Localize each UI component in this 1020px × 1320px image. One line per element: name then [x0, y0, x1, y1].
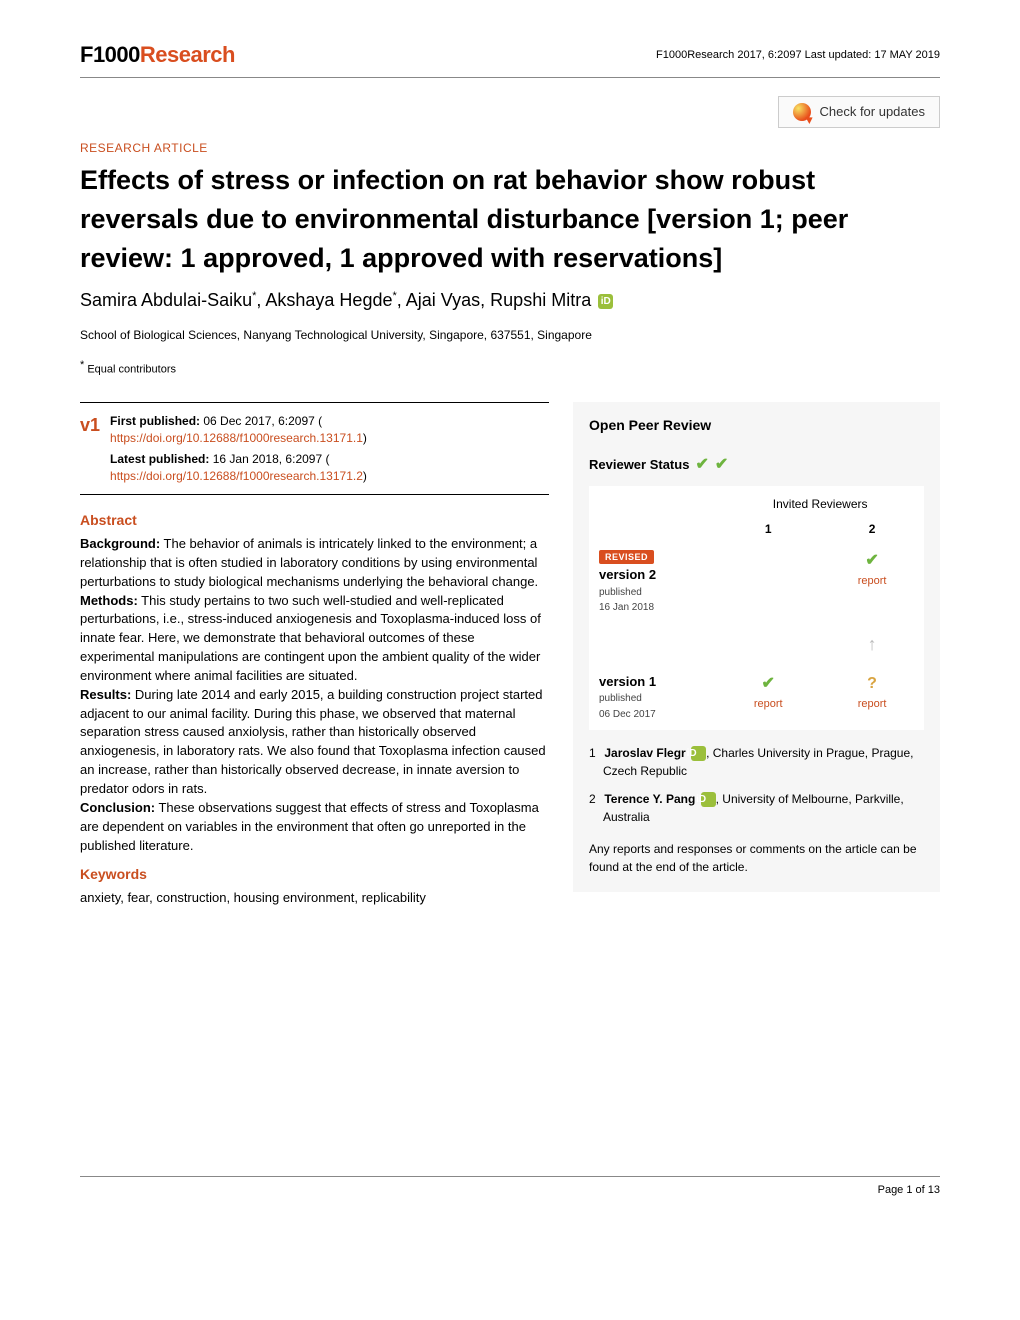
conclusion-label: Conclusion: — [80, 800, 155, 815]
revised-badge: REVISED — [599, 550, 654, 565]
version-1-name[interactable]: version 1 — [599, 674, 656, 689]
report-link[interactable]: report — [754, 698, 783, 710]
version-2-name[interactable]: version 2 — [599, 567, 656, 582]
keywords-block: Keywords anxiety, fear, construction, ho… — [80, 865, 549, 907]
reviewer-col-1: 1 — [716, 513, 820, 542]
reviewer-1-idx: 1 — [589, 744, 601, 762]
close-paren-2: ) — [363, 469, 367, 483]
reviewer-list: 1 Jaroslav Flegr iD, Charles University … — [589, 744, 924, 826]
page-number: Page 1 of 13 — [80, 1183, 940, 1198]
reviewer-2-name: Terence Y. Pang — [604, 792, 695, 806]
version-2-cell: REVISED version 2 published 16 Jan 2018 — [589, 542, 716, 624]
background-label: Background: — [80, 536, 160, 551]
keywords-heading: Keywords — [80, 865, 549, 885]
logo: F1000Research — [80, 40, 235, 71]
author-3: Ajai Vyas — [406, 290, 480, 310]
reviewer-item-2: 2 Terence Y. Pang iD, University of Melb… — [589, 790, 924, 826]
methods-label: Methods: — [80, 593, 138, 608]
report-link[interactable]: report — [858, 575, 887, 587]
check-icon: ✔ — [762, 675, 775, 692]
keywords-text: anxiety, fear, construction, housing env… — [80, 889, 549, 908]
open-peer-review-panel: Open Peer Review Reviewer Status ✔ ✔ Inv… — [573, 402, 940, 892]
first-published-text: 06 Dec 2017, 6:2097 ( — [200, 414, 322, 428]
check-icon: ✔ — [715, 454, 728, 476]
orcid-icon[interactable]: iD — [691, 746, 706, 761]
reviewer-col-1-num: 1 — [765, 522, 772, 536]
reviewer-status-row: Reviewer Status ✔ ✔ — [589, 454, 924, 476]
article-type: RESEARCH ARTICLE — [80, 140, 940, 157]
up-arrow-icon: ↑ — [868, 634, 877, 654]
latest-doi-link[interactable]: https://doi.org/10.12688/f1000research.1… — [110, 469, 363, 483]
results-label: Results: — [80, 687, 131, 702]
latest-published-label: Latest published: — [110, 452, 209, 466]
close-paren-1: ) — [363, 431, 367, 445]
question-icon: ? — [867, 675, 877, 692]
authors-line: Samira Abdulai-Saiku*, Akshaya Hegde*, A… — [80, 288, 940, 313]
version-link-arrow: ↑ — [820, 624, 924, 665]
version-1-published-label: published — [599, 693, 642, 704]
reviewer-status-label: Reviewer Status — [589, 456, 689, 474]
reviewer-col-2: 2 — [820, 513, 924, 542]
check-icon: ✔ — [865, 552, 878, 569]
version-2-date: 16 Jan 2018 — [599, 602, 654, 613]
check-updates-icon — [793, 103, 811, 121]
check-icon: ✔ — [695, 454, 708, 476]
v1-r1-status: ✔ report — [716, 665, 820, 730]
orcid-icon[interactable]: iD — [701, 792, 716, 807]
orcid-icon[interactable]: iD — [598, 294, 613, 309]
results-text: During late 2014 and early 2015, a build… — [80, 687, 546, 796]
version-block: v1 First published: 06 Dec 2017, 6:2097 … — [80, 402, 549, 495]
author-1: Samira Abdulai-Saiku — [80, 290, 252, 310]
page-header: F1000Research F1000Research 2017, 6:2097… — [80, 40, 940, 78]
version-1-cell: version 1 published 06 Dec 2017 — [589, 665, 716, 730]
v1-r2-status: ? report — [820, 665, 924, 730]
v2-r2-status: ✔ report — [820, 542, 924, 624]
author-2-sup: * — [392, 290, 396, 302]
reviewer-status-table: Invited Reviewers 1 2 REVISED version 2 … — [589, 486, 924, 730]
author-1-sup: * — [252, 290, 256, 302]
author-4: Rupshi Mitra — [490, 290, 591, 310]
version-body: First published: 06 Dec 2017, 6:2097 ( h… — [110, 413, 367, 484]
version-2-published-label: published — [599, 587, 642, 598]
equal-contributors-note: * Equal contributors — [80, 358, 940, 378]
first-doi-link[interactable]: https://doi.org/10.12688/f1000research.1… — [110, 431, 363, 445]
report-link[interactable]: report — [858, 698, 887, 710]
logo-part2: Research — [140, 42, 235, 67]
main-column: v1 First published: 06 Dec 2017, 6:2097 … — [80, 402, 549, 916]
reviewer-1-name: Jaroslav Flegr — [604, 746, 685, 760]
latest-published-text: 16 Jan 2018, 6:2097 ( — [209, 452, 329, 466]
abstract-body: Background: The behavior of animals is i… — [80, 535, 549, 855]
reviewer-2-idx: 2 — [589, 790, 601, 808]
content-area: v1 First published: 06 Dec 2017, 6:2097 … — [80, 402, 940, 916]
latest-published-line: Latest published: 16 Jan 2018, 6:2097 ( … — [110, 451, 367, 485]
methods-text: This study pertains to two such well-stu… — [80, 593, 541, 683]
v2-r1-status — [716, 542, 820, 624]
reviewer-col-2-num: 2 — [869, 522, 876, 536]
footer-divider — [80, 1176, 940, 1177]
article-title: Effects of stress or infection on rat be… — [80, 161, 940, 278]
affiliation: School of Biological Sciences, Nanyang T… — [80, 327, 940, 344]
opr-note: Any reports and responses or comments on… — [589, 840, 924, 876]
invited-reviewers-label: Invited Reviewers — [716, 486, 924, 513]
header-meta: F1000Research 2017, 6:2097 Last updated:… — [656, 48, 940, 63]
check-for-updates-button[interactable]: Check for updates — [778, 96, 940, 128]
check-updates-label: Check for updates — [819, 103, 925, 121]
version-1-date: 06 Dec 2017 — [599, 709, 656, 720]
equal-note-text: Equal contributors — [87, 364, 176, 376]
first-published-label: First published: — [110, 414, 200, 428]
opr-title: Open Peer Review — [589, 416, 924, 436]
version-badge: v1 — [80, 413, 100, 484]
check-updates-row: Check for updates — [80, 96, 940, 128]
abstract-heading: Abstract — [80, 511, 549, 531]
first-published-line: First published: 06 Dec 2017, 6:2097 ( h… — [110, 413, 367, 447]
logo-part1: F1000 — [80, 42, 140, 67]
author-2: Akshaya Hegde — [265, 290, 392, 310]
reviewer-item-1: 1 Jaroslav Flegr iD, Charles University … — [589, 744, 924, 780]
